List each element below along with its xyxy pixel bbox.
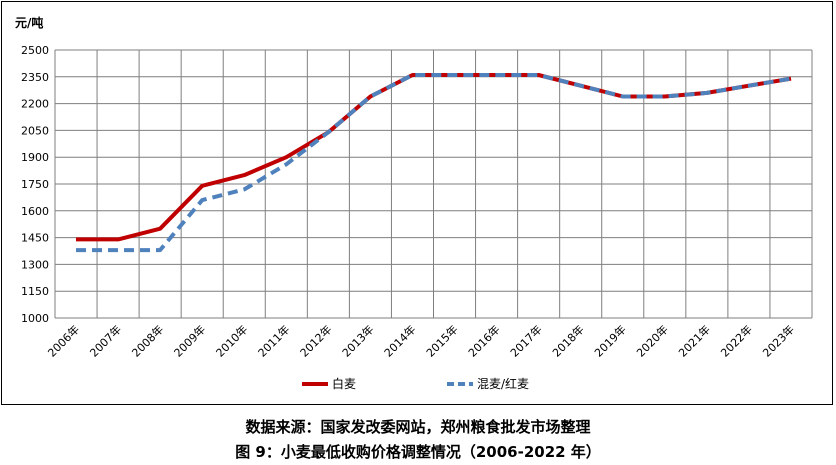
wheat-price-chart: 1000 1150 1300 1450 1600 1750 1900 2050 2200 2350… (15, 15, 813, 391)
series-lines (76, 73, 792, 253)
x-tick-label: 2013年 (339, 322, 376, 359)
x-tick-label: 2022年 (718, 322, 755, 359)
legend-label-white-wheat: 白麦 (332, 376, 356, 391)
y-tick-label: 2050 (21, 124, 49, 137)
y-tick-label: 1450 (21, 232, 49, 245)
figure-caption: 图 9：小麦最低收购价格调整情况（2006-2022 年） (235, 443, 601, 461)
y-tick-label: 1900 (21, 151, 49, 164)
x-tick-label: 2023年 (760, 322, 797, 359)
x-tick-label: 2008年 (129, 322, 166, 359)
y-tick-label: 1150 (21, 285, 49, 298)
x-tick-label: 2015年 (423, 322, 460, 359)
x-tick-label: 2021年 (676, 322, 713, 359)
x-tick-label: 2007年 (87, 322, 124, 359)
source-caption: 数据来源：国家发改委网站，郑州粮食批发市场整理 (245, 418, 591, 436)
grid-lines (54, 49, 813, 319)
legend-label-mixed-wheat: 混麦/红麦 (477, 376, 529, 391)
x-tick-label: 2019年 (591, 322, 628, 359)
x-tick-label: 2020年 (633, 322, 670, 359)
y-tick-label: 2500 (21, 44, 49, 57)
y-tick-label: 1600 (21, 205, 49, 218)
y-axis-label: 元/吨 (15, 15, 43, 30)
y-axis-ticks: 1000 1150 1300 1450 1600 1750 1900 2050 2200 2350… (21, 44, 49, 325)
x-axis-ticks: 2006年 2007年 2008年 2009年 2010年 2011年 2012年 2013年… (45, 322, 797, 359)
y-tick-label: 1750 (21, 178, 49, 191)
x-tick-label: 2006年 (45, 322, 82, 359)
x-tick-label: 2018年 (549, 322, 586, 359)
x-tick-label: 2011年 (255, 322, 292, 359)
y-tick-label: 2350 (21, 71, 49, 84)
series-line-mixed-wheat (76, 73, 792, 253)
x-tick-label: 2010年 (213, 322, 250, 359)
x-tick-label: 2012年 (297, 322, 334, 359)
x-tick-label: 2009年 (171, 322, 208, 359)
y-tick-label: 1000 (21, 312, 49, 325)
x-tick-label: 2016年 (465, 322, 502, 359)
x-tick-label: 2014年 (381, 322, 418, 359)
y-tick-label: 2200 (21, 98, 49, 111)
y-tick-label: 1300 (21, 258, 49, 271)
legend: 白麦 混麦/红麦 (302, 376, 529, 391)
chart-frame: 1000 1150 1300 1450 1600 1750 1900 2050 2200 2350… (1, 1, 833, 405)
x-tick-label: 2017年 (507, 322, 544, 359)
